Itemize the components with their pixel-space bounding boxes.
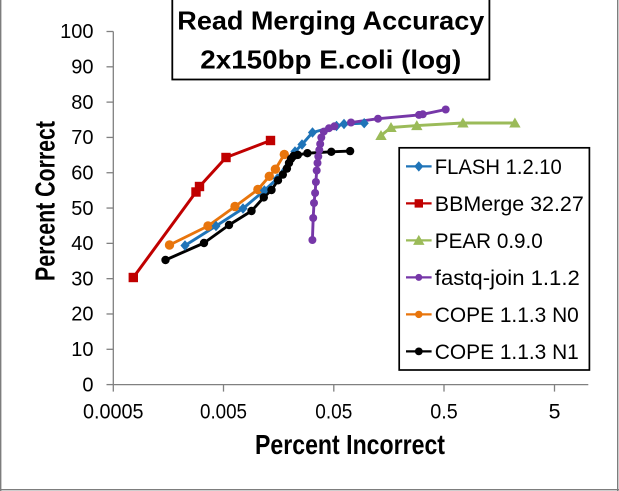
svg-text:PEAR 0.9.0: PEAR 0.9.0 [435,230,543,253]
svg-text:Percent Incorrect: Percent Incorrect [255,429,445,460]
svg-text:0: 0 [82,374,93,396]
svg-text:40: 40 [71,233,93,255]
svg-text:COPE 1.1.3 N0: COPE 1.1.3 N0 [435,304,579,327]
svg-text:COPE 1.1.3 N1: COPE 1.1.3 N1 [435,341,579,364]
svg-text:5: 5 [549,400,561,424]
svg-text:0.05: 0.05 [315,400,352,424]
svg-text:90: 90 [71,57,93,79]
svg-text:60: 60 [71,162,93,184]
svg-text:fastq-join 1.1.2: fastq-join 1.1.2 [435,267,580,290]
svg-text:2x150bp E.coli (log): 2x150bp E.coli (log) [200,45,461,75]
svg-text:Percent Correct: Percent Correct [30,121,61,281]
svg-text:30: 30 [71,268,93,290]
svg-text:0.0005: 0.0005 [83,400,144,424]
svg-text:70: 70 [71,127,93,149]
svg-text:BBMerge 32.27: BBMerge 32.27 [435,193,584,216]
svg-text:10: 10 [71,339,93,361]
svg-text:Read Merging Accuracy: Read Merging Accuracy [177,5,485,35]
svg-text:100: 100 [60,21,93,43]
svg-text:FLASH 1.2.10: FLASH 1.2.10 [435,156,562,179]
svg-text:0.005: 0.005 [200,400,247,424]
svg-text:80: 80 [71,92,93,114]
svg-text:20: 20 [71,304,93,326]
svg-text:50: 50 [71,198,93,220]
svg-text:0.5: 0.5 [430,400,458,424]
